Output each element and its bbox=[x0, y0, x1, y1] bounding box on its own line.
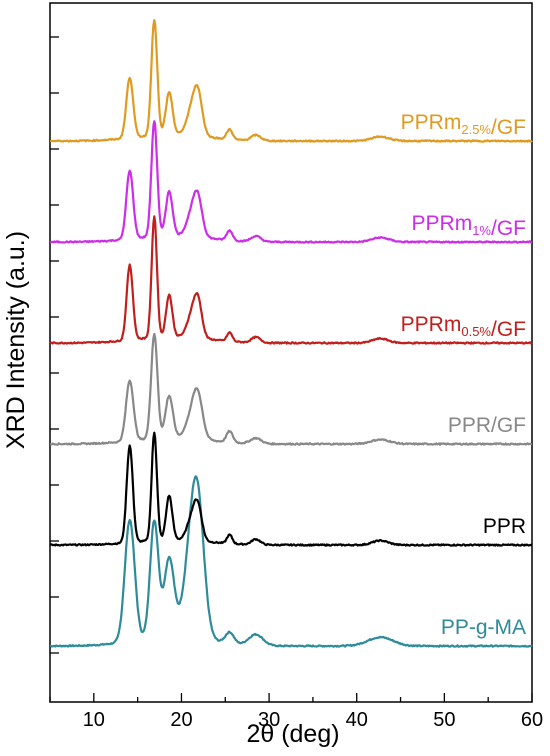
series-label-text: /GF bbox=[491, 116, 526, 139]
series-label-subscript: 1% bbox=[472, 223, 491, 238]
plot-frame bbox=[49, 2, 533, 703]
series-line bbox=[49, 120, 533, 244]
series-label: PPR bbox=[483, 515, 526, 538]
series-label: PPRm1%/GF bbox=[412, 212, 526, 240]
series-label-text: /GF bbox=[491, 217, 526, 240]
series-line bbox=[49, 475, 533, 648]
series-label-text: PPRm bbox=[401, 313, 462, 336]
series-label-text: PP-g-MA bbox=[441, 616, 526, 639]
x-tick-label: 60 bbox=[521, 709, 543, 731]
y-axis-title: XRD Intensity (a.u.) bbox=[2, 231, 30, 449]
x-tick-label: 30 bbox=[258, 709, 280, 731]
series-label: PP-g-MA bbox=[441, 616, 526, 639]
x-tick-label: 50 bbox=[433, 709, 455, 731]
series-line bbox=[49, 19, 533, 143]
series-label: PPRm2.5%/GF bbox=[401, 111, 526, 139]
series-label: PPRm0.5%/GF bbox=[401, 313, 526, 341]
series-label-text: PPR bbox=[483, 515, 526, 538]
series-label: PPR/GF bbox=[448, 414, 526, 437]
series-label-subscript: 0.5% bbox=[461, 324, 491, 339]
plot-area: 10 20 30 40 50 60PP-g-MAPPRPPR/GFPPRm0.5%/GFP… bbox=[49, 2, 543, 731]
series-label-text: /GF bbox=[491, 318, 526, 341]
series-label-subscript: 2.5% bbox=[461, 122, 491, 137]
series-line bbox=[49, 332, 533, 446]
series-label-text: PPRm bbox=[401, 111, 462, 134]
x-tick-label: 40 bbox=[346, 709, 368, 731]
series-label-text: PPRm bbox=[412, 212, 473, 235]
series-label-text: PPR/GF bbox=[448, 414, 526, 437]
series-line bbox=[49, 431, 533, 547]
x-tick-label: 20 bbox=[170, 709, 192, 731]
x-tick-label: 10 bbox=[83, 709, 105, 731]
x-axis-title: 2θ (deg) bbox=[246, 720, 339, 748]
series-line bbox=[49, 215, 533, 345]
